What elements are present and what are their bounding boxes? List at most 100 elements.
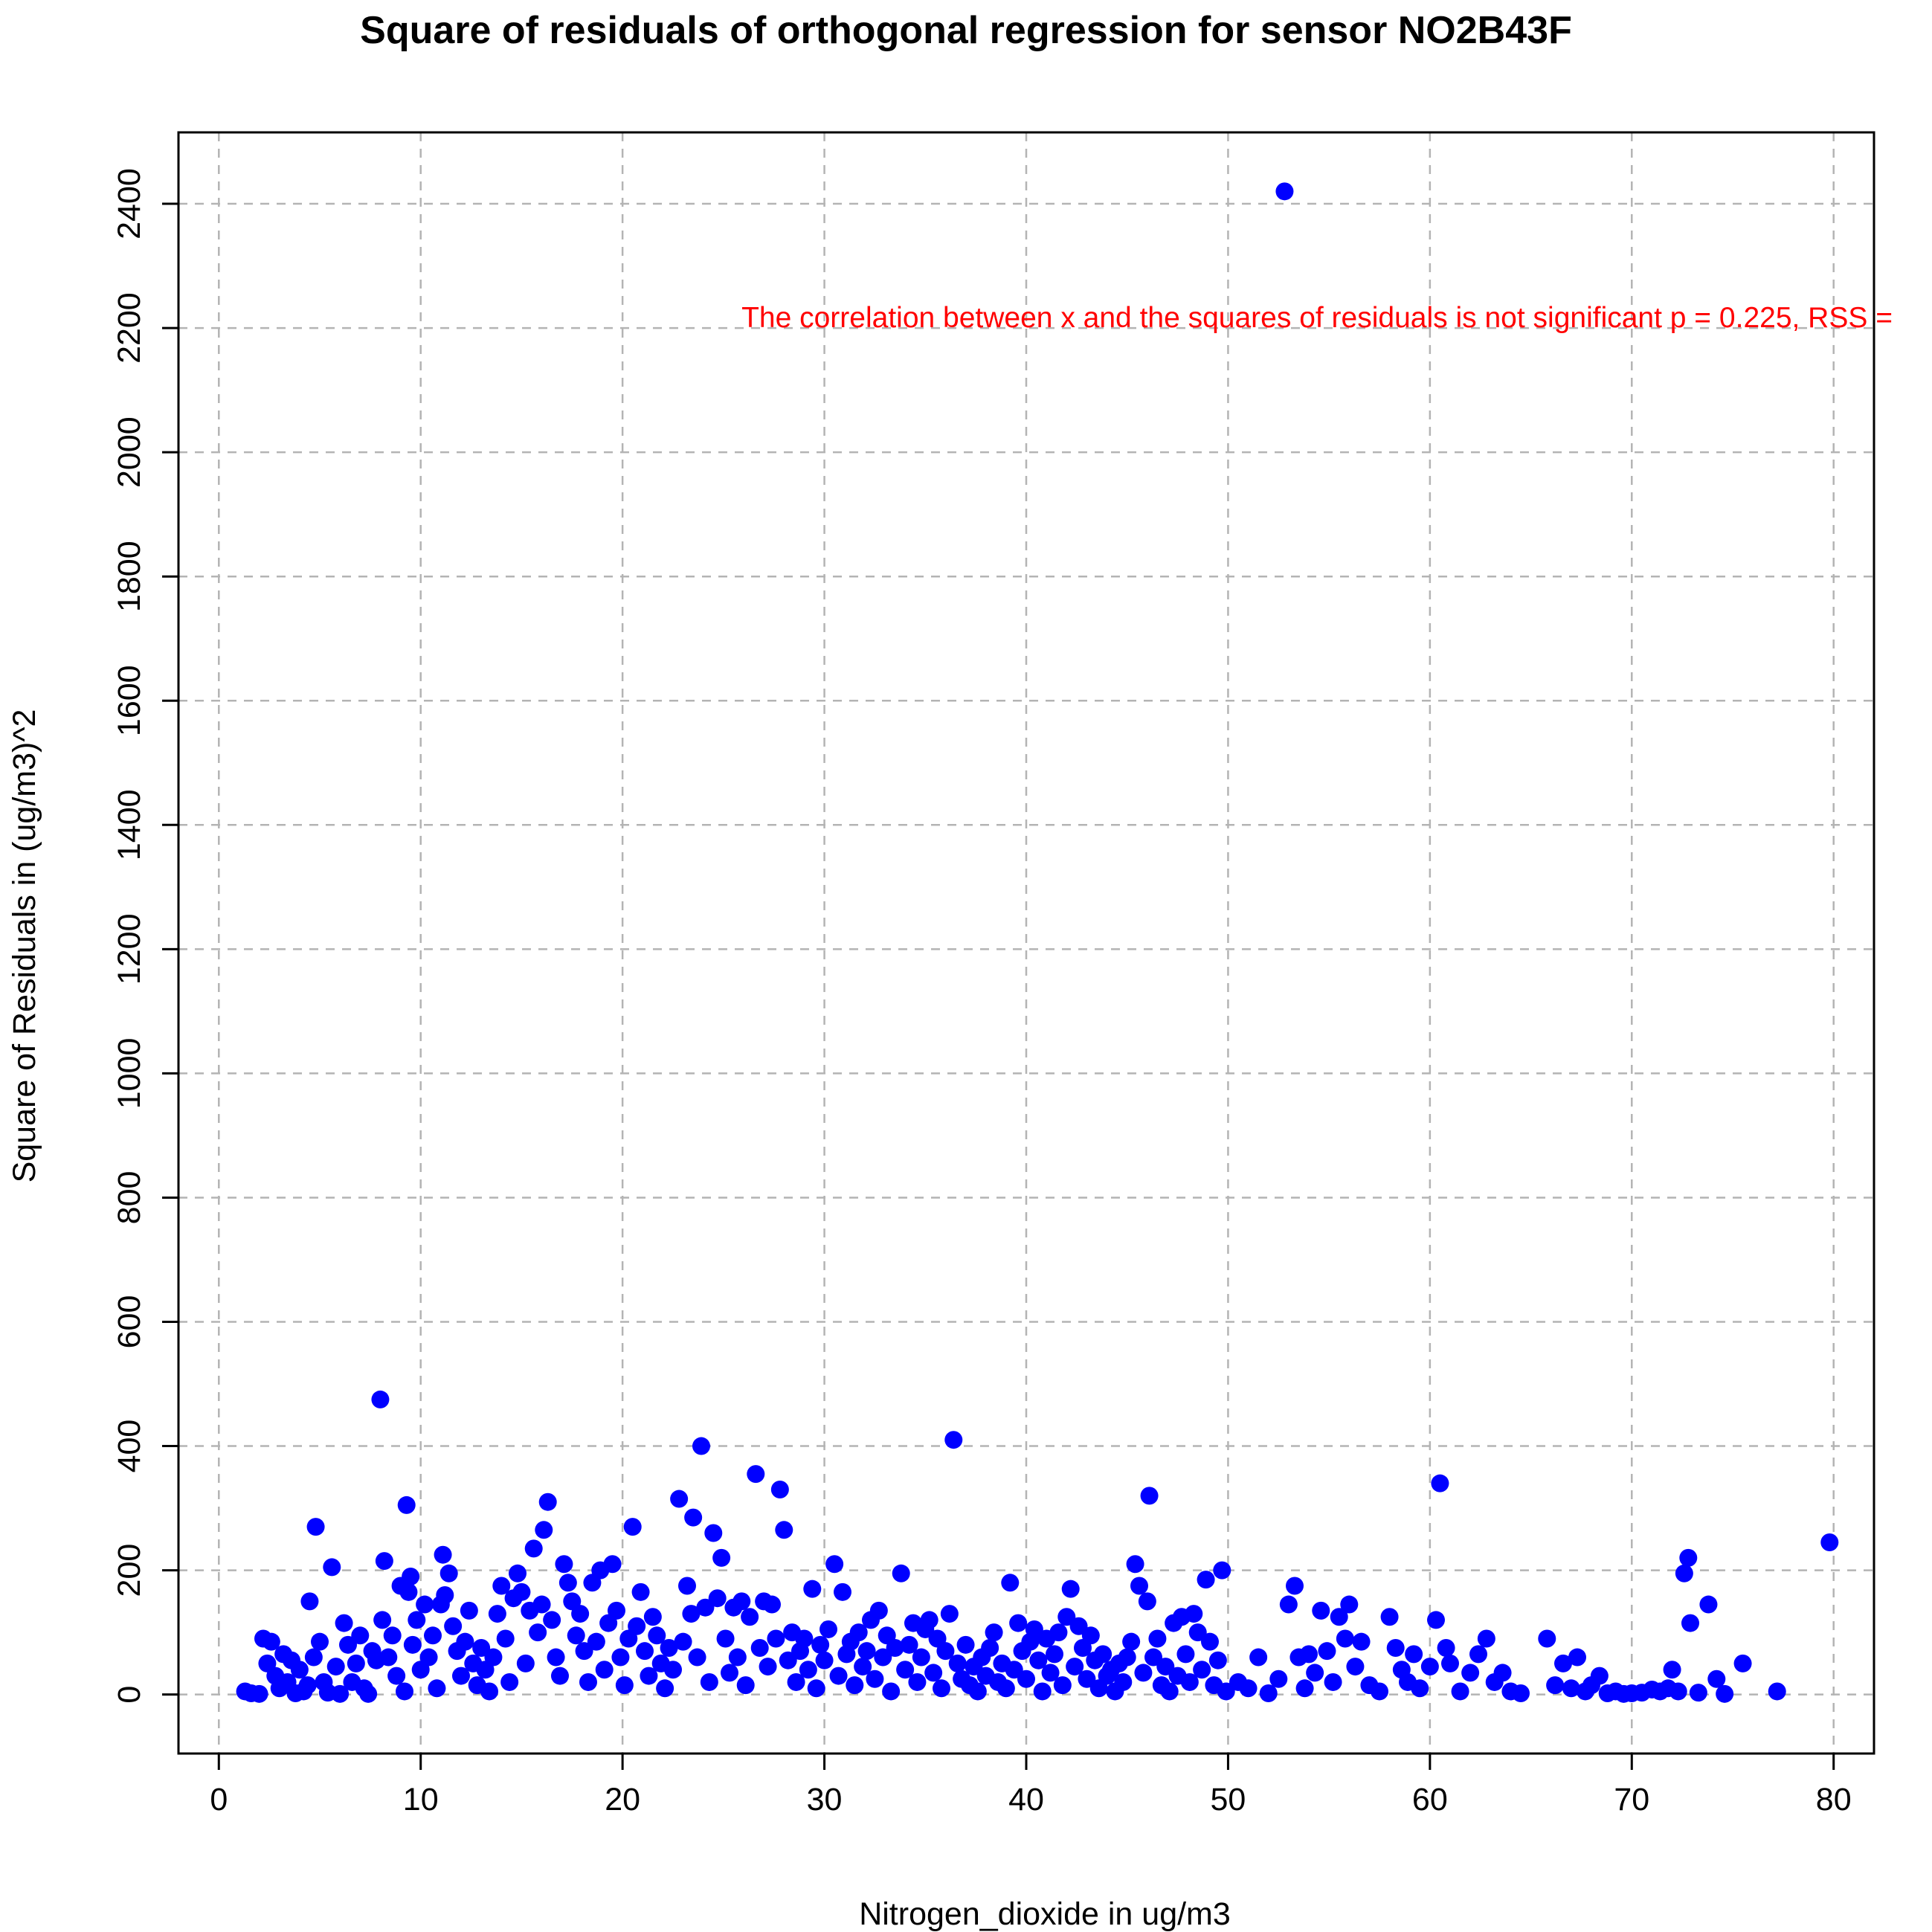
- data-point: [595, 1661, 614, 1679]
- data-point: [736, 1676, 755, 1695]
- data-point: [940, 1605, 959, 1623]
- data-point: [1001, 1574, 1020, 1592]
- data-point: [1144, 1648, 1162, 1667]
- grid-lines: [178, 132, 1874, 1754]
- data-point: [1437, 1639, 1455, 1658]
- y-tick-label: 600: [112, 1295, 147, 1349]
- data-point: [815, 1651, 834, 1669]
- data-point: [799, 1661, 817, 1679]
- data-point: [985, 1623, 1003, 1642]
- data-point: [532, 1595, 551, 1614]
- data-point: [854, 1658, 872, 1676]
- y-tick-label: 400: [112, 1420, 147, 1473]
- data-point: [1295, 1679, 1314, 1698]
- data-point: [696, 1598, 715, 1617]
- data-point: [1380, 1608, 1399, 1626]
- data-point: [403, 1635, 422, 1654]
- data-point: [359, 1684, 378, 1703]
- data-point: [1213, 1561, 1231, 1580]
- correlation-annotation: The correlation between x and the square…: [741, 302, 1893, 334]
- data-points: [236, 182, 1839, 1703]
- data-point: [1300, 1645, 1318, 1664]
- data-point: [1130, 1577, 1148, 1595]
- data-point: [1041, 1664, 1060, 1682]
- data-point: [1699, 1595, 1718, 1614]
- data-point: [1259, 1684, 1278, 1702]
- x-tick-label: 70: [1614, 1782, 1649, 1817]
- y-tick-label: 1800: [112, 541, 147, 612]
- x-tick-label: 30: [807, 1782, 843, 1817]
- data-point: [1275, 182, 1294, 201]
- data-point: [1249, 1648, 1268, 1667]
- data-point: [623, 1518, 642, 1536]
- data-point: [1208, 1651, 1227, 1669]
- data-point: [628, 1617, 646, 1635]
- data-point: [1411, 1679, 1429, 1698]
- data-point: [1279, 1595, 1298, 1614]
- data-point: [892, 1564, 910, 1582]
- data-point: [575, 1642, 593, 1661]
- data-point: [375, 1552, 393, 1571]
- data-point: [759, 1658, 777, 1676]
- data-point: [1469, 1645, 1487, 1664]
- data-point: [524, 1539, 543, 1558]
- data-point: [631, 1582, 650, 1601]
- data-point: [1461, 1664, 1480, 1682]
- data-point: [670, 1490, 689, 1508]
- data-point: [846, 1676, 864, 1695]
- data-point: [896, 1661, 915, 1679]
- data-point: [728, 1648, 747, 1667]
- data-point: [1336, 1629, 1354, 1648]
- data-point: [347, 1654, 365, 1672]
- data-point: [603, 1555, 622, 1574]
- data-point: [692, 1437, 710, 1455]
- data-point: [1405, 1645, 1423, 1664]
- data-point: [1122, 1632, 1141, 1651]
- data-point: [452, 1667, 470, 1685]
- data-point: [849, 1623, 868, 1642]
- data-point: [1069, 1617, 1088, 1635]
- data-point: [981, 1639, 999, 1658]
- data-point: [1318, 1642, 1336, 1661]
- data-point: [1568, 1648, 1586, 1667]
- data-point: [968, 1682, 987, 1701]
- data-point: [716, 1629, 735, 1648]
- data-point: [1134, 1664, 1153, 1682]
- data-point: [1590, 1667, 1609, 1685]
- data-point: [1138, 1592, 1156, 1611]
- y-tick-label: 1200: [112, 914, 147, 985]
- data-point: [1017, 1669, 1035, 1688]
- data-point: [640, 1667, 658, 1685]
- data-point: [1269, 1669, 1288, 1688]
- data-point: [579, 1672, 597, 1691]
- data-point: [770, 1481, 789, 1499]
- data-point: [807, 1679, 825, 1698]
- data-point: [900, 1635, 918, 1654]
- data-point: [1061, 1580, 1080, 1598]
- data-point: [262, 1632, 280, 1651]
- data-point: [1078, 1669, 1096, 1688]
- data-point: [1029, 1651, 1048, 1669]
- data-point: [1033, 1682, 1052, 1701]
- data-point: [795, 1629, 814, 1648]
- data-point: [298, 1676, 317, 1695]
- data-point: [456, 1632, 474, 1651]
- data-point: [1733, 1654, 1752, 1672]
- data-point: [1427, 1611, 1445, 1629]
- data-point: [1820, 1533, 1839, 1552]
- data-point: [912, 1648, 930, 1667]
- data-point: [492, 1577, 511, 1595]
- data-point: [825, 1555, 844, 1574]
- data-point: [331, 1684, 350, 1703]
- data-point: [472, 1639, 491, 1658]
- data-point: [543, 1611, 561, 1629]
- data-point: [587, 1632, 605, 1651]
- x-tick-label: 80: [1816, 1782, 1852, 1817]
- data-point: [1477, 1629, 1495, 1648]
- data-point: [820, 1620, 837, 1638]
- y-tick-label: 1400: [112, 789, 147, 860]
- data-point: [306, 1518, 325, 1536]
- data-point: [1140, 1487, 1159, 1505]
- x-tick-label: 10: [403, 1782, 439, 1817]
- data-point: [379, 1648, 398, 1667]
